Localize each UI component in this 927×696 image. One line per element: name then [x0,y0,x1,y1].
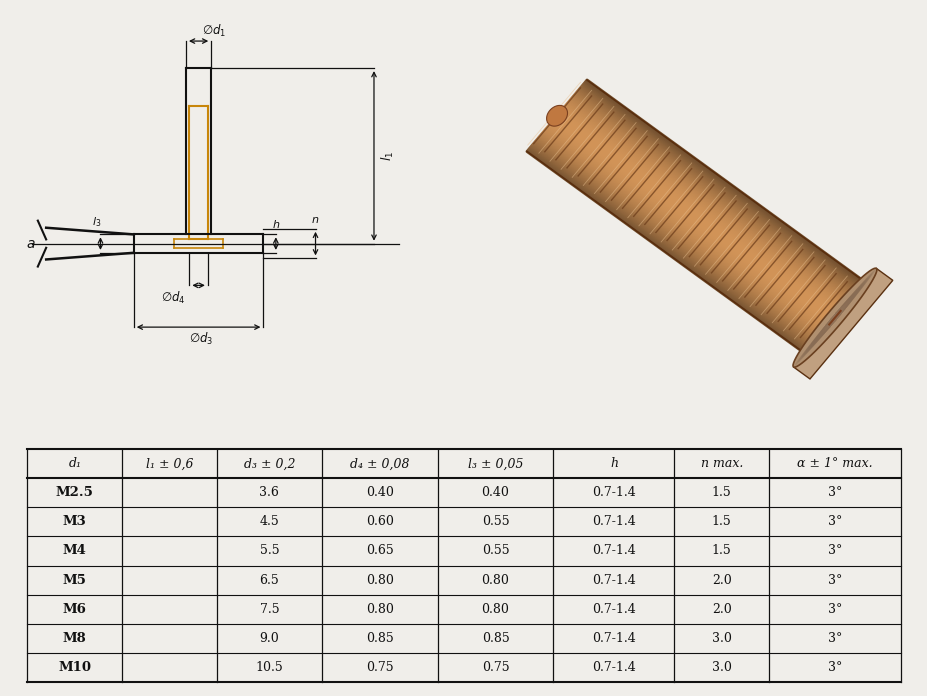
Polygon shape [828,310,841,325]
Polygon shape [811,290,857,345]
Text: M2.5: M2.5 [56,487,94,500]
Text: 3°: 3° [827,661,841,674]
Polygon shape [805,283,863,352]
Text: l₃ ± 0,05: l₃ ± 0,05 [467,457,523,470]
Text: M8: M8 [63,631,86,644]
Text: n max.: n max. [700,457,743,470]
Text: 5.5: 5.5 [260,544,279,557]
Text: 0.7-1.4: 0.7-1.4 [591,574,635,587]
Polygon shape [830,313,839,323]
Polygon shape [809,288,859,347]
Text: $\varnothing d_1$: $\varnothing d_1$ [202,23,226,39]
Text: 0.7-1.4: 0.7-1.4 [591,487,635,500]
Polygon shape [794,271,873,365]
Text: 0.40: 0.40 [481,487,509,500]
Text: d₁: d₁ [69,457,82,470]
Text: M5: M5 [63,574,86,587]
Text: 7.5: 7.5 [260,603,279,615]
Text: 0.80: 0.80 [365,603,393,615]
Polygon shape [803,280,865,354]
Polygon shape [832,315,837,321]
Text: $\varnothing d_4$: $\varnothing d_4$ [160,290,185,306]
Text: M10: M10 [58,661,91,674]
Polygon shape [823,306,844,330]
Text: 3.0: 3.0 [711,631,730,644]
Text: $n$: $n$ [311,215,319,225]
Text: 3.6: 3.6 [260,487,279,500]
Text: $\varnothing d_3$: $\varnothing d_3$ [188,331,212,347]
Polygon shape [793,268,876,367]
Text: M4: M4 [63,544,86,557]
Text: 9.0: 9.0 [260,631,279,644]
Polygon shape [813,293,855,342]
Text: 0.85: 0.85 [481,631,509,644]
Text: 0.85: 0.85 [365,631,393,644]
Text: 0.40: 0.40 [365,487,393,500]
Text: 0.65: 0.65 [365,544,393,557]
Text: 3°: 3° [827,574,841,587]
Polygon shape [819,301,848,335]
Text: 0.75: 0.75 [481,661,509,674]
Text: 4.5: 4.5 [260,516,279,528]
Polygon shape [821,303,846,333]
Text: 2.0: 2.0 [711,603,730,615]
Text: 3°: 3° [827,544,841,557]
Text: 0.80: 0.80 [481,603,509,615]
Text: M6: M6 [63,603,86,615]
Text: 0.7-1.4: 0.7-1.4 [591,516,635,528]
Polygon shape [816,296,853,340]
Text: h: h [609,457,617,470]
Text: 6.5: 6.5 [260,574,279,587]
Text: 1.5: 1.5 [711,544,730,557]
Text: l₁ ± 0,6: l₁ ± 0,6 [146,457,193,470]
Text: 0.55: 0.55 [481,516,509,528]
Text: 0.7-1.4: 0.7-1.4 [591,661,635,674]
Text: 3.0: 3.0 [711,661,730,674]
Polygon shape [793,269,875,367]
Polygon shape [818,298,851,338]
Text: 3°: 3° [827,603,841,615]
Polygon shape [796,274,871,362]
Polygon shape [799,276,870,360]
Text: 10.5: 10.5 [255,661,283,674]
Text: 3°: 3° [827,516,841,528]
Polygon shape [807,285,861,349]
Text: M3: M3 [63,516,86,528]
Text: $h$: $h$ [272,219,280,230]
Text: $a$: $a$ [26,237,35,251]
Polygon shape [826,308,843,328]
Text: 0.80: 0.80 [365,574,393,587]
Text: α ± 1° max.: α ± 1° max. [796,457,871,470]
Text: 2.0: 2.0 [711,574,730,587]
Text: 1.5: 1.5 [711,516,730,528]
Polygon shape [546,105,567,126]
Text: $l_3$: $l_3$ [93,216,102,230]
Text: 0.80: 0.80 [481,574,509,587]
Polygon shape [801,278,867,357]
Text: 0.75: 0.75 [365,661,393,674]
Text: 3°: 3° [827,487,841,500]
Text: 0.55: 0.55 [481,544,509,557]
Text: 0.60: 0.60 [365,516,393,528]
Text: 0.7-1.4: 0.7-1.4 [591,631,635,644]
Text: 1.5: 1.5 [711,487,730,500]
Text: 0.7-1.4: 0.7-1.4 [591,544,635,557]
Text: 0.7-1.4: 0.7-1.4 [591,603,635,615]
Text: d₄ ± 0,08: d₄ ± 0,08 [349,457,409,470]
Text: 3°: 3° [827,631,841,644]
Polygon shape [793,269,892,379]
Text: d₃ ± 0,2: d₃ ± 0,2 [244,457,295,470]
Text: $l_1$: $l_1$ [380,151,396,161]
